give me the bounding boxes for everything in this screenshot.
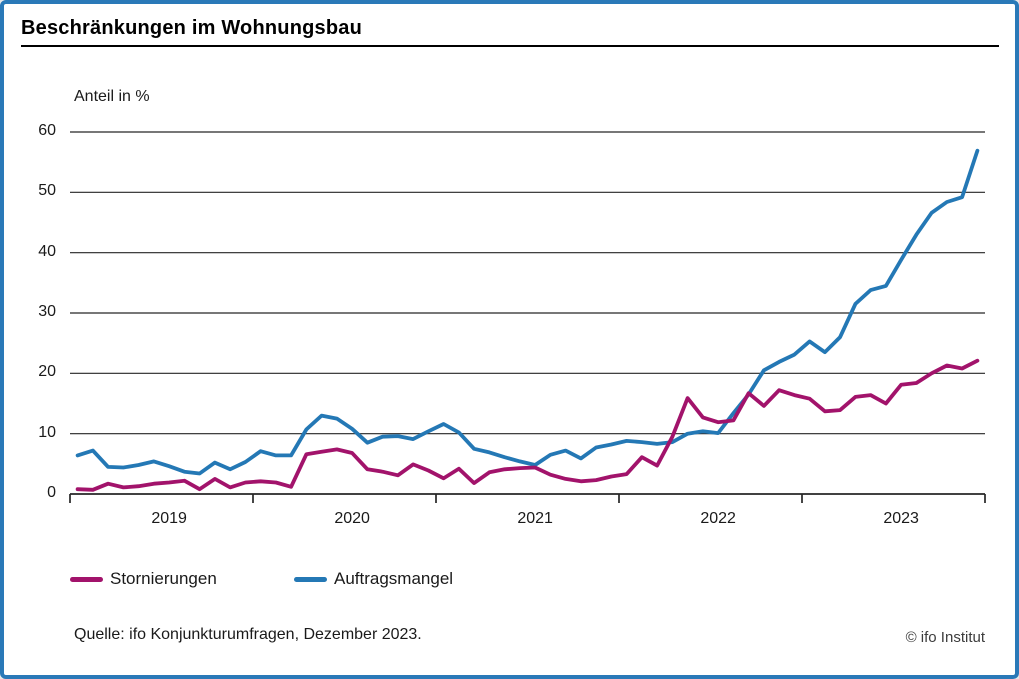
x-year-label: 2019: [151, 510, 187, 527]
auftragsmangel-line-swatch: [294, 576, 327, 582]
title-rule: [21, 45, 999, 47]
legend-label-stornierungen: Stornierungen: [110, 569, 217, 588]
legend-item-auftragsmangel: Auftragsmangel: [294, 567, 453, 591]
y-tick-label: 60: [38, 122, 56, 139]
series-line-auftragsmangel: [75, 148, 980, 476]
x-year-label: 2022: [700, 510, 736, 527]
y-tick-label: 30: [38, 303, 56, 320]
line-chart-plot: [69, 131, 986, 503]
x-year-label: 2020: [334, 510, 370, 527]
x-year-label: 2021: [517, 510, 553, 527]
x-year-label: 2023: [883, 510, 919, 527]
legend-label-auftragsmangel: Auftragsmangel: [334, 569, 454, 588]
y-tick-label: 10: [38, 423, 56, 441]
y-tick-label: 0: [47, 484, 56, 501]
page-title: Beschränkungen im Wohnungsbau: [21, 17, 363, 39]
stornierungen-line-swatch: [70, 576, 103, 582]
y-tick-label: 20: [38, 363, 56, 381]
y-tick-label: 50: [38, 182, 56, 200]
source-note: Quelle: ifo Konjunkturumfragen, Dezember…: [74, 626, 422, 643]
y-axis-unit-label: Anteil in %: [74, 88, 150, 105]
series-line-stornierungen: [75, 358, 980, 492]
legend-item-stornierungen: Stornierungen: [70, 567, 217, 591]
y-tick-label: 40: [38, 242, 56, 260]
copyright-note: © ifo Institut: [905, 629, 985, 646]
